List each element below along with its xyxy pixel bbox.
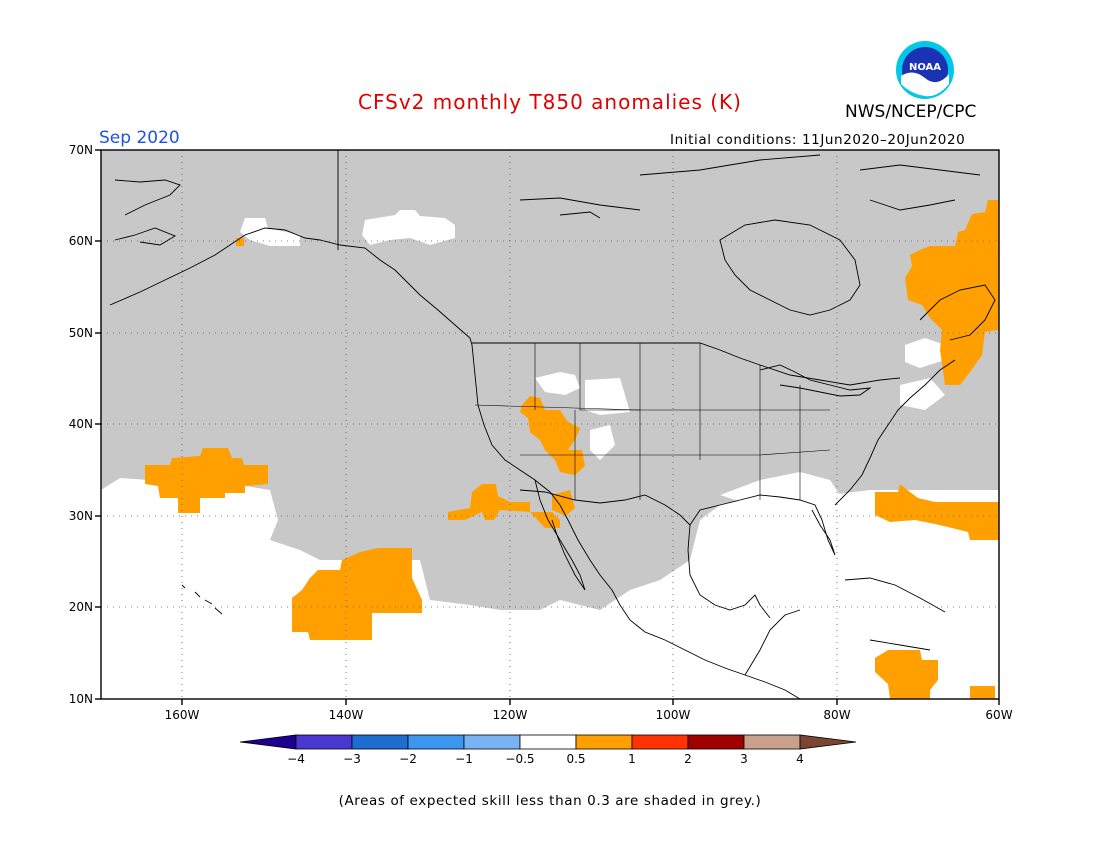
lat-label: 70N bbox=[68, 143, 93, 157]
lat-label: 10N bbox=[68, 692, 93, 706]
colorbar-segment bbox=[519, 734, 577, 750]
colorbar-segment bbox=[295, 734, 353, 750]
colorbar-segment bbox=[631, 734, 689, 750]
initial-conditions: Initial conditions: 11Jun2020–20Jun2020 bbox=[670, 132, 966, 148]
state-borders bbox=[474, 343, 831, 500]
colorbar-label: 2 bbox=[684, 752, 692, 766]
lon-label: 160W bbox=[164, 708, 200, 722]
lon-label: 120W bbox=[492, 708, 528, 722]
colorbar-arrow-left bbox=[239, 734, 297, 750]
colorbar-label: 4 bbox=[796, 752, 804, 766]
colorbar-segment bbox=[575, 734, 633, 750]
lon-label: 100W bbox=[655, 708, 691, 722]
colorbar-segment bbox=[687, 734, 745, 750]
colorbar-label: −4 bbox=[287, 752, 305, 766]
colorbar-label: −1 bbox=[455, 752, 473, 766]
lat-label: 60N bbox=[68, 234, 93, 248]
organization-label: NWS/NCEP/CPC bbox=[845, 102, 977, 122]
map-title: CFSv2 monthly T850 anomalies (K) bbox=[358, 90, 742, 114]
colorbar-label: −0.5 bbox=[505, 752, 535, 766]
colorbar-label: −3 bbox=[343, 752, 361, 766]
lat-label: 30N bbox=[68, 509, 93, 523]
lon-label: 80W bbox=[823, 708, 851, 722]
colorbar-segment bbox=[407, 734, 465, 750]
lat-label: 50N bbox=[68, 326, 93, 340]
coastlines-borders bbox=[109, 150, 996, 700]
colorbar-label: 3 bbox=[740, 752, 748, 766]
noaa-logo: NOAA bbox=[896, 41, 954, 99]
colorbar-label: 0.5 bbox=[566, 752, 586, 766]
colorbar-label: −2 bbox=[399, 752, 417, 766]
forecast-month: Sep 2020 bbox=[99, 128, 180, 148]
footnote: (Areas of expected skill less than 0.3 a… bbox=[338, 793, 762, 809]
colorbar-segment bbox=[463, 734, 521, 750]
map-frame bbox=[95, 149, 1000, 705]
colorbar-segment bbox=[743, 734, 801, 750]
neutral-regions bbox=[101, 210, 999, 699]
lat-label: 40N bbox=[68, 417, 93, 431]
colorbar-segment bbox=[351, 734, 409, 750]
lon-label: 140W bbox=[328, 708, 364, 722]
colorbar bbox=[239, 734, 857, 750]
colorbar-label: 1 bbox=[628, 752, 636, 766]
warm-anomaly-regions bbox=[145, 200, 999, 699]
lat-label: 20N bbox=[68, 600, 93, 614]
lon-label: 60W bbox=[985, 708, 1013, 722]
colorbar-arrow-right bbox=[799, 734, 857, 750]
logo-text: NOAA bbox=[909, 62, 941, 73]
